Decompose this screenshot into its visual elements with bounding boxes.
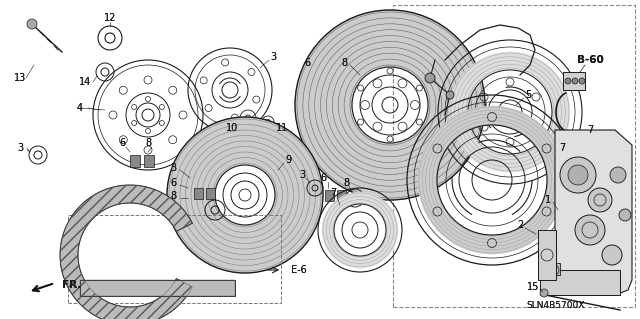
Text: 6: 6 xyxy=(304,58,310,68)
Text: 8: 8 xyxy=(145,138,151,148)
Text: 14: 14 xyxy=(79,77,91,87)
Text: 7: 7 xyxy=(559,143,565,153)
Circle shape xyxy=(588,188,612,212)
Bar xyxy=(337,190,346,201)
Text: 6: 6 xyxy=(119,138,125,148)
Text: 7: 7 xyxy=(330,188,336,198)
Text: 8: 8 xyxy=(343,178,349,188)
Text: 3: 3 xyxy=(299,170,305,180)
Bar xyxy=(563,72,585,90)
Text: E-6: E-6 xyxy=(291,265,307,275)
Text: 11: 11 xyxy=(276,123,288,133)
Bar xyxy=(80,280,235,296)
Bar xyxy=(80,280,235,296)
Circle shape xyxy=(425,73,435,83)
Text: SLN4B5700X: SLN4B5700X xyxy=(527,301,585,310)
Circle shape xyxy=(619,209,631,221)
Text: 5: 5 xyxy=(525,90,531,100)
Circle shape xyxy=(446,91,454,99)
Text: FR.: FR. xyxy=(62,280,81,290)
Bar xyxy=(393,5,635,307)
Text: 10: 10 xyxy=(226,123,238,133)
Text: 3: 3 xyxy=(17,143,23,153)
Text: E-6: E-6 xyxy=(291,265,307,275)
Circle shape xyxy=(568,165,588,185)
Bar xyxy=(538,230,556,280)
Text: 4: 4 xyxy=(77,103,83,113)
Circle shape xyxy=(572,78,578,84)
Text: 15: 15 xyxy=(527,282,539,292)
Bar xyxy=(68,215,281,303)
Text: 8: 8 xyxy=(170,191,176,201)
Text: 13: 13 xyxy=(14,73,26,83)
Text: 8: 8 xyxy=(145,138,151,148)
Bar xyxy=(540,270,620,295)
Circle shape xyxy=(579,78,585,84)
Text: 4: 4 xyxy=(77,103,83,113)
Text: 8: 8 xyxy=(341,58,347,68)
Bar xyxy=(144,155,154,167)
Text: 8: 8 xyxy=(341,58,347,68)
Text: 14: 14 xyxy=(79,77,91,87)
Text: 2: 2 xyxy=(517,220,523,230)
Text: 8: 8 xyxy=(170,191,176,201)
Text: 6: 6 xyxy=(320,173,326,183)
Text: 12: 12 xyxy=(104,13,116,23)
Text: 3: 3 xyxy=(17,143,23,153)
Text: 2: 2 xyxy=(517,220,523,230)
Circle shape xyxy=(610,167,626,183)
Bar xyxy=(548,263,560,275)
Text: 7: 7 xyxy=(559,143,565,153)
Text: 7: 7 xyxy=(330,188,336,198)
Circle shape xyxy=(540,289,548,297)
Text: 6: 6 xyxy=(170,178,176,188)
Text: 11: 11 xyxy=(276,123,288,133)
Text: 3: 3 xyxy=(170,163,176,173)
Bar xyxy=(325,190,334,201)
Text: 12: 12 xyxy=(104,13,116,23)
Text: 13: 13 xyxy=(14,73,26,83)
Circle shape xyxy=(560,157,596,193)
Text: 6: 6 xyxy=(170,178,176,188)
Bar xyxy=(194,188,203,199)
Polygon shape xyxy=(555,130,632,295)
Text: 9: 9 xyxy=(285,155,291,165)
Text: 10: 10 xyxy=(226,123,238,133)
Polygon shape xyxy=(60,185,193,319)
Text: 1: 1 xyxy=(545,195,551,205)
Text: 3: 3 xyxy=(170,163,176,173)
Circle shape xyxy=(575,215,605,245)
Circle shape xyxy=(602,245,622,265)
Text: 7: 7 xyxy=(587,125,593,135)
Text: B-60: B-60 xyxy=(577,55,604,65)
Text: FR.: FR. xyxy=(62,280,81,290)
Text: 9: 9 xyxy=(285,155,291,165)
Text: B-60: B-60 xyxy=(577,55,604,65)
Text: 6: 6 xyxy=(119,138,125,148)
Text: 6: 6 xyxy=(304,58,310,68)
Text: 6: 6 xyxy=(320,173,326,183)
Text: 7: 7 xyxy=(587,125,593,135)
Text: 3: 3 xyxy=(270,52,276,62)
Text: 15: 15 xyxy=(527,282,539,292)
Circle shape xyxy=(565,78,571,84)
Text: 1: 1 xyxy=(545,195,551,205)
Text: 3: 3 xyxy=(270,52,276,62)
Text: 8: 8 xyxy=(343,178,349,188)
Bar xyxy=(130,155,140,167)
Circle shape xyxy=(27,19,37,29)
Text: 3: 3 xyxy=(299,170,305,180)
Text: SLN4B5700X: SLN4B5700X xyxy=(527,301,585,310)
Bar xyxy=(206,188,215,199)
Text: 5: 5 xyxy=(525,90,531,100)
